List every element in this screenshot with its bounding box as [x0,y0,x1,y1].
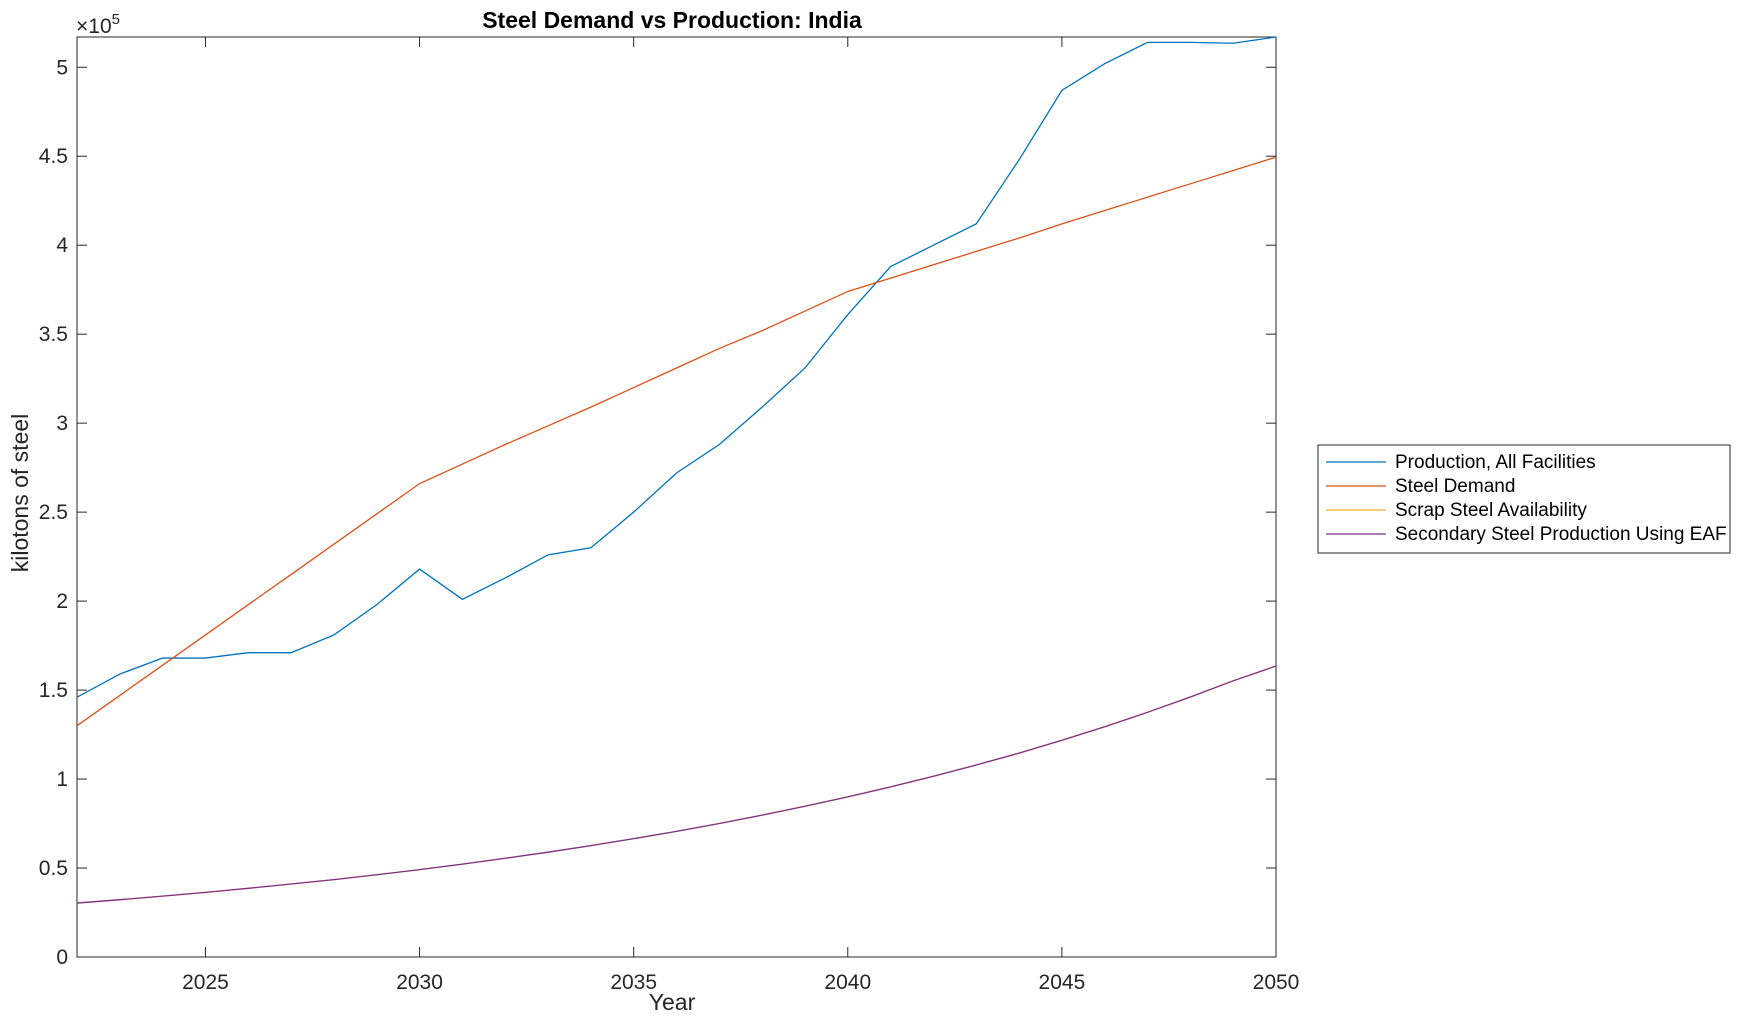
y-tick-label: 1.5 [39,679,68,702]
chart-title: Steel Demand vs Production: India [482,7,862,33]
series-line-production-all-facilities [76,36,1277,698]
y-axis-label: kilotons of steel [7,414,33,573]
series-line-secondary-steel-production-using-eaf [76,665,1277,904]
legend-entry: Steel Demand [1395,476,1515,497]
y-tick-label: 3.5 [39,323,68,346]
svg-text:×105: ×105 [76,11,120,38]
x-tick-label: 2050 [1253,971,1300,994]
y-tick-label: 3 [56,412,68,435]
x-tick-label: 2045 [1039,971,1086,994]
legend-entry: Production, All Facilities [1395,452,1596,473]
y-tick-label: 2 [56,590,68,613]
y-exponent-base: ×10 [76,15,112,38]
y-exponent-label: ×105 [76,11,120,38]
legend-entry: Scrap Steel Availability [1395,500,1587,521]
x-axis-label: Year [649,989,696,1015]
y-tick-label: 4 [56,234,68,257]
legend: Production, All Facilities Steel Demand Sc… [1317,444,1731,554]
y-tick-label: 0.5 [39,857,68,880]
series-line-steel-demand [76,156,1277,727]
y-exponent-power: 5 [112,11,120,28]
legend-entry: Secondary Steel Production Using EAF [1395,524,1727,545]
x-axis: 2025 2030 2035 2040 2045 2050 [182,37,1299,994]
x-tick-label: 2035 [610,971,657,994]
legend-box [1317,444,1731,554]
plot-box [76,36,1277,958]
y-tick-label: 4.5 [39,145,68,168]
y-tick-label: 2.5 [39,501,68,524]
x-tick-label: 2025 [182,971,229,994]
series-layer [76,36,1277,904]
plot-area [76,36,1277,958]
y-tick-label: 1 [56,768,68,791]
x-tick-label: 2030 [396,971,443,994]
x-tick-label: 2040 [824,971,871,994]
y-tick-label: 0 [56,946,68,969]
y-tick-label: 5 [56,56,68,79]
y-axis: 0 0.5 1 1.5 2 2.5 3 3.5 4 4.5 5 [39,56,1276,969]
